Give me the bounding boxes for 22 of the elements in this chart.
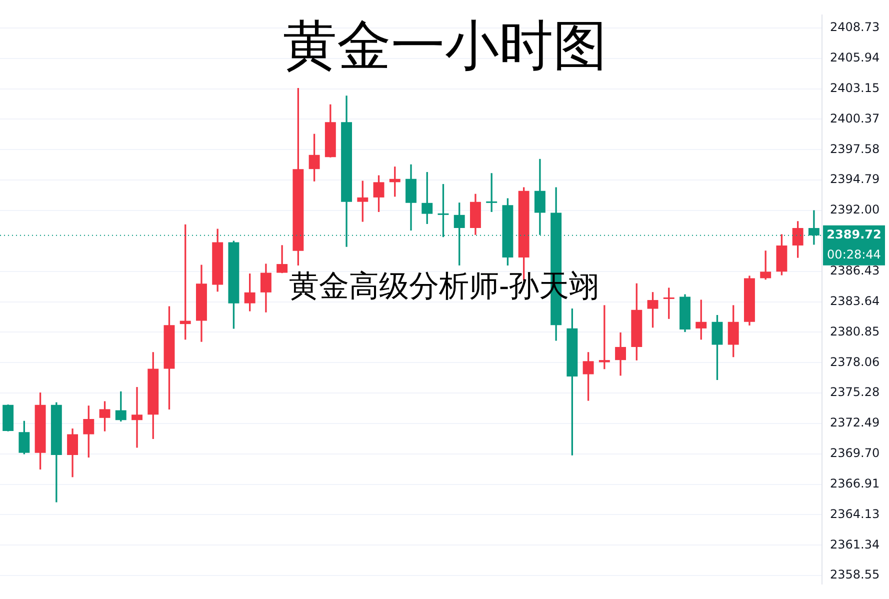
y-tick-label: 2405.94	[830, 50, 880, 65]
text: 00:28:44	[827, 248, 881, 262]
y-tick-label: 2403.15	[830, 80, 880, 95]
y-tick-label: 2397.58	[830, 142, 880, 156]
y-tick-label: 2378.06	[830, 354, 880, 369]
y-tick-label: 2364.13	[830, 506, 880, 521]
y-tick-label: 2366.91	[830, 476, 880, 490]
y-tick-label: 2358.55	[830, 568, 880, 582]
y-tick-label: 2369.70	[830, 446, 880, 460]
y-tick-label: 2372.49	[830, 416, 880, 430]
chart-title: 黄金一小时图	[283, 14, 607, 78]
y-tick-label: 2383.64	[830, 294, 880, 308]
candlestick	[132, 387, 142, 448]
ref-line-label: 2389.72	[826, 228, 882, 242]
y-tick-label: 2408.73	[830, 20, 880, 34]
y-tick-label: 2361.34	[830, 537, 880, 552]
y-tick-label: 2394.79	[830, 172, 880, 186]
y-tick-label: 2380.85	[830, 324, 880, 338]
y-tick-label: 2375.28	[830, 385, 880, 400]
y-tick-label: 2386.43	[830, 263, 880, 278]
y-tick-label: 2400.37	[830, 111, 880, 126]
y-tick-label: 2392.00	[830, 202, 880, 217]
